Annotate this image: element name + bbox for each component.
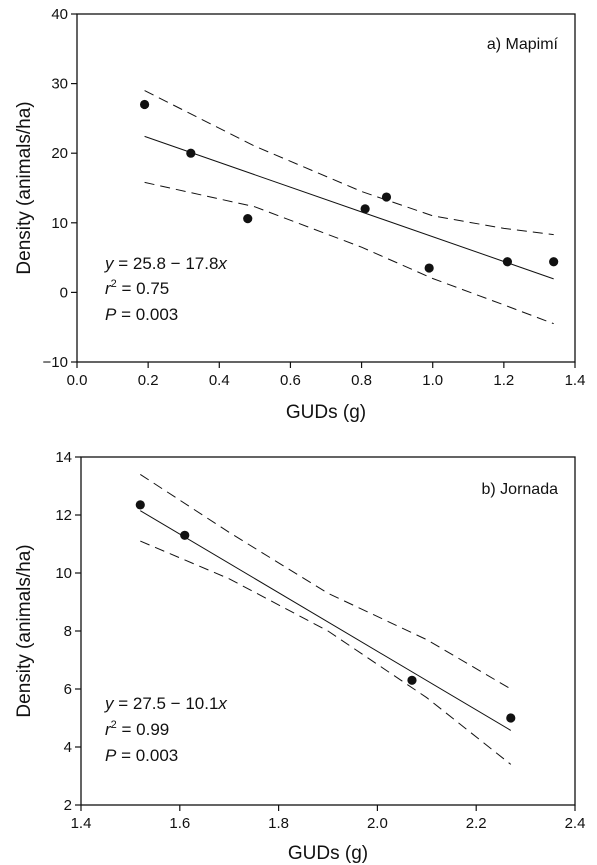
- x-tick-label: 1.0: [422, 372, 443, 389]
- p-value: = 0.003: [116, 746, 178, 765]
- x-tick-label: 2.4: [565, 815, 586, 832]
- plot-frame: [76, 13, 576, 363]
- equation-x-var: x: [217, 694, 227, 713]
- x-tick-label: 0.8: [351, 372, 372, 389]
- data-point: [549, 257, 559, 267]
- y-tick-label: 2: [64, 797, 72, 814]
- p-value: = 0.003: [116, 305, 178, 324]
- data-point: [502, 257, 513, 267]
- equation-line: y = 27.5 − 10.1x: [104, 694, 227, 713]
- regression-line-group: [144, 135, 554, 280]
- x-axis-title: GUDs (g): [288, 843, 368, 864]
- x-tick-label: 2.2: [466, 815, 487, 832]
- x-axis-title: GUDs (g): [286, 402, 366, 423]
- panel-mapimi: 0.0 0.2 0.4 0.6 0.8 1.0 1.2 1.4 −10 0 10 20 30 40 a) …: [14, 6, 585, 423]
- x-tick-label: 2.0: [367, 815, 388, 832]
- data-points: [135, 500, 516, 723]
- r-var: r: [105, 279, 112, 298]
- equation-y-var: y: [104, 254, 115, 273]
- equation-x-var: x: [217, 254, 227, 273]
- r-superscript: 2: [111, 719, 117, 731]
- data-point: [381, 192, 392, 202]
- r-squared-value: = 0.99: [117, 720, 169, 739]
- r-var: r: [105, 720, 112, 739]
- y-tick-label: 40: [51, 6, 68, 23]
- r-squared-line: r2 = 0.99: [105, 719, 169, 739]
- x-tick-label: 0.0: [67, 372, 88, 389]
- p-value-line: P = 0.003: [105, 746, 178, 765]
- p-var: P: [105, 305, 117, 324]
- x-tick-label: 0.6: [280, 372, 301, 389]
- data-point: [506, 713, 516, 723]
- regression-line-group: [140, 510, 512, 731]
- x-tick-label: 1.4: [565, 372, 586, 389]
- regression-line: [140, 510, 512, 731]
- confidence-bands: [144, 90, 554, 325]
- y-tick-label: 20: [51, 145, 68, 162]
- y-tick-label: 8: [64, 623, 72, 640]
- data-point: [424, 263, 434, 273]
- axis-ticks: 0.0 0.2 0.4 0.6 0.8 1.0 1.2 1.4 −10 0 10 20 30 40: [43, 6, 586, 389]
- y-tick-label: 10: [51, 215, 68, 232]
- regression-line: [144, 135, 554, 280]
- r-squared-line: r2 = 0.75: [105, 278, 169, 298]
- data-point: [139, 99, 150, 110]
- ci-upper-band: [144, 90, 554, 236]
- axis-ticks: 1.4 1.6 1.8 2.0 2.2 2.4 2 4 6 8 10 12 14: [55, 449, 585, 832]
- y-axis-title: Density (animals/ha): [14, 101, 35, 274]
- ci-upper-band: [140, 473, 512, 690]
- r-squared-value: = 0.75: [117, 279, 169, 298]
- equation-rhs: = 27.5 − 10.1: [114, 694, 219, 713]
- y-tick-label: 30: [51, 76, 68, 93]
- y-tick-label: 12: [55, 507, 72, 524]
- equation-y-var: y: [104, 694, 115, 713]
- panel-label: b) Jornada: [482, 481, 559, 498]
- data-point: [180, 530, 190, 540]
- panel-label: a) Mapimí: [487, 36, 559, 53]
- equation-line: y = 25.8 − 17.8x: [104, 254, 227, 273]
- y-tick-label: −10: [43, 354, 68, 371]
- x-tick-label: 1.6: [169, 815, 190, 832]
- x-tick-label: 1.8: [268, 815, 289, 832]
- x-tick-label: 0.4: [209, 372, 230, 389]
- x-tick-label: 1.4: [71, 815, 92, 832]
- x-tick-label: 0.2: [138, 372, 159, 389]
- equation-rhs: = 25.8 − 17.8: [114, 254, 219, 273]
- data-points: [139, 99, 559, 273]
- confidence-bands: [140, 473, 512, 765]
- data-point: [407, 675, 417, 685]
- ci-lower-band: [140, 540, 512, 765]
- y-tick-label: 6: [64, 681, 72, 698]
- y-tick-label: 10: [55, 565, 72, 582]
- ci-lower-band: [144, 181, 554, 325]
- p-value-line: P = 0.003: [105, 305, 178, 324]
- p-var: P: [105, 746, 117, 765]
- y-tick-label: 14: [55, 449, 72, 466]
- y-axis-title: Density (animals/ha): [14, 544, 35, 717]
- x-tick-label: 1.2: [493, 372, 514, 389]
- data-point: [243, 214, 253, 224]
- data-point: [186, 148, 196, 158]
- y-tick-label: 4: [64, 739, 72, 756]
- data-point: [135, 500, 145, 510]
- r-superscript: 2: [111, 278, 117, 290]
- data-point: [360, 204, 370, 214]
- y-tick-label: 0: [60, 284, 68, 301]
